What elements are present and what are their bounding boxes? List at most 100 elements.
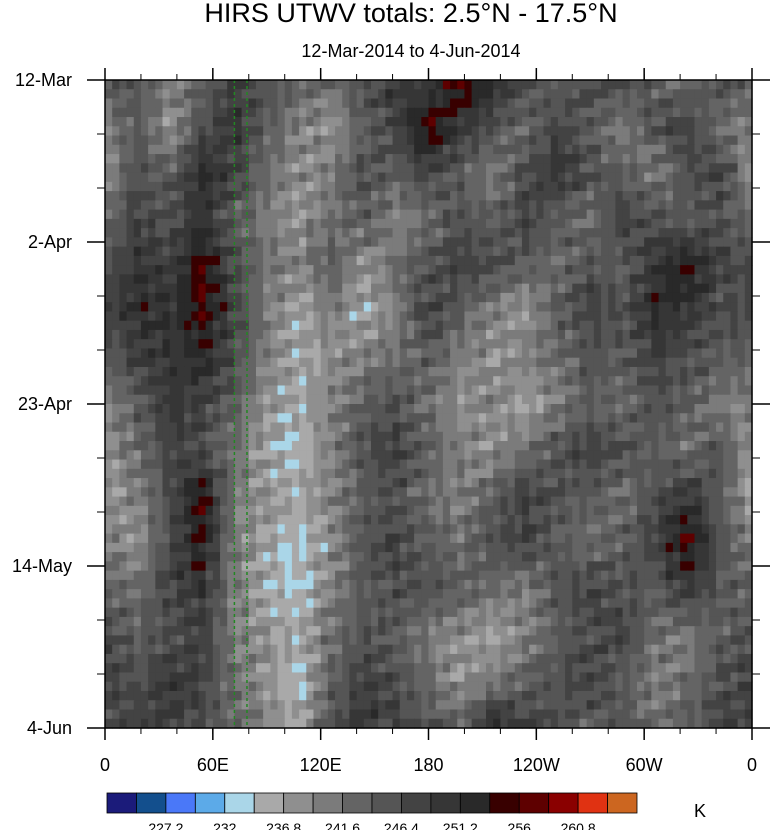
heat-cell [234,265,243,275]
heat-cell [370,589,379,599]
heat-cell [414,450,422,461]
heat-cell [119,181,128,192]
heat-cell [148,357,156,368]
heat-cell [471,459,480,470]
heat-cell [399,135,408,146]
heat-cell [629,117,638,127]
heat-cell [342,237,351,248]
heat-cell [263,515,271,525]
heat-cell [708,552,717,562]
heat-cell [636,404,645,414]
heat-cell [730,274,739,285]
heat-cell [622,496,631,507]
heat-cell [716,366,724,377]
heat-cell [665,144,674,155]
heat-cell [478,246,487,257]
heat-cell [198,126,207,137]
heat-cell [270,431,279,442]
heat-cell [105,218,113,229]
heat-cell [248,126,257,137]
heat-cell [291,450,300,461]
heat-cell [378,459,386,470]
heat-cell [270,339,279,350]
heat-cell [723,450,732,461]
heat-cell [435,98,444,109]
heat-cell [622,191,631,201]
heat-cell [672,496,681,507]
heat-cell [644,163,652,174]
heat-cell [105,413,113,424]
heat-cell [550,329,559,340]
heat-cell [263,348,271,359]
heat-cell [327,533,336,544]
heat-cell [428,265,437,275]
heat-cell [536,422,545,433]
heat-cell [593,515,602,525]
heat-cell [270,274,279,285]
heat-cell [694,172,703,183]
heat-cell [716,191,724,201]
heat-cell [651,459,660,470]
heat-cell [320,98,329,109]
heat-cell [493,348,501,359]
heat-cell [140,181,149,192]
heat-cell [615,98,624,109]
heat-cell [414,172,422,183]
heat-cell [723,311,732,322]
heat-cell [651,533,660,544]
heat-cell [687,246,696,257]
heat-cell [701,283,710,294]
heat-cell [112,561,120,572]
heat-cell [306,320,315,331]
heat-cell [672,339,681,350]
heat-cell [615,89,624,100]
heat-cell [550,348,559,359]
heat-cell [212,385,221,396]
heat-cell [370,126,379,137]
heat-cell [370,394,379,405]
heat-cell [327,404,336,414]
heat-cell [291,487,300,498]
heat-cell [514,542,523,553]
heat-cell [500,144,509,155]
heat-cell [327,191,336,201]
heat-cell [629,357,638,368]
heat-cell [356,487,365,498]
heat-cell [378,200,386,211]
heat-cell [536,413,545,424]
heat-cell [608,98,617,109]
heat-cell [148,505,156,516]
heat-cell [356,154,365,164]
heat-cell [169,339,178,350]
heat-cell [191,117,200,127]
heat-cell [162,89,171,100]
heat-cell [694,570,703,581]
heat-cell [493,515,501,525]
heat-cell [680,135,688,146]
heat-cell [521,376,530,387]
heat-cell [133,561,142,572]
heat-cell [457,552,466,562]
heat-cell [478,163,487,174]
heat-cell [126,135,135,146]
heat-cell [119,570,128,581]
heat-cell [550,200,559,211]
heat-cell [457,422,466,433]
heat-cell [284,80,293,90]
heat-cell [126,237,135,248]
heat-cell [270,376,279,387]
heat-cell [716,265,724,275]
heat-cell [263,181,271,192]
heat-cell [629,524,638,535]
heat-cell [220,533,228,544]
heat-cell [363,357,372,368]
heat-cell [471,348,480,359]
heat-cell [586,431,595,442]
heat-cell [227,274,235,285]
heat-cell [672,357,681,368]
heat-cell [198,283,207,294]
heat-cell [694,246,703,257]
heat-cell [644,200,652,211]
heat-cell [291,570,300,581]
heat-cell [636,246,645,257]
